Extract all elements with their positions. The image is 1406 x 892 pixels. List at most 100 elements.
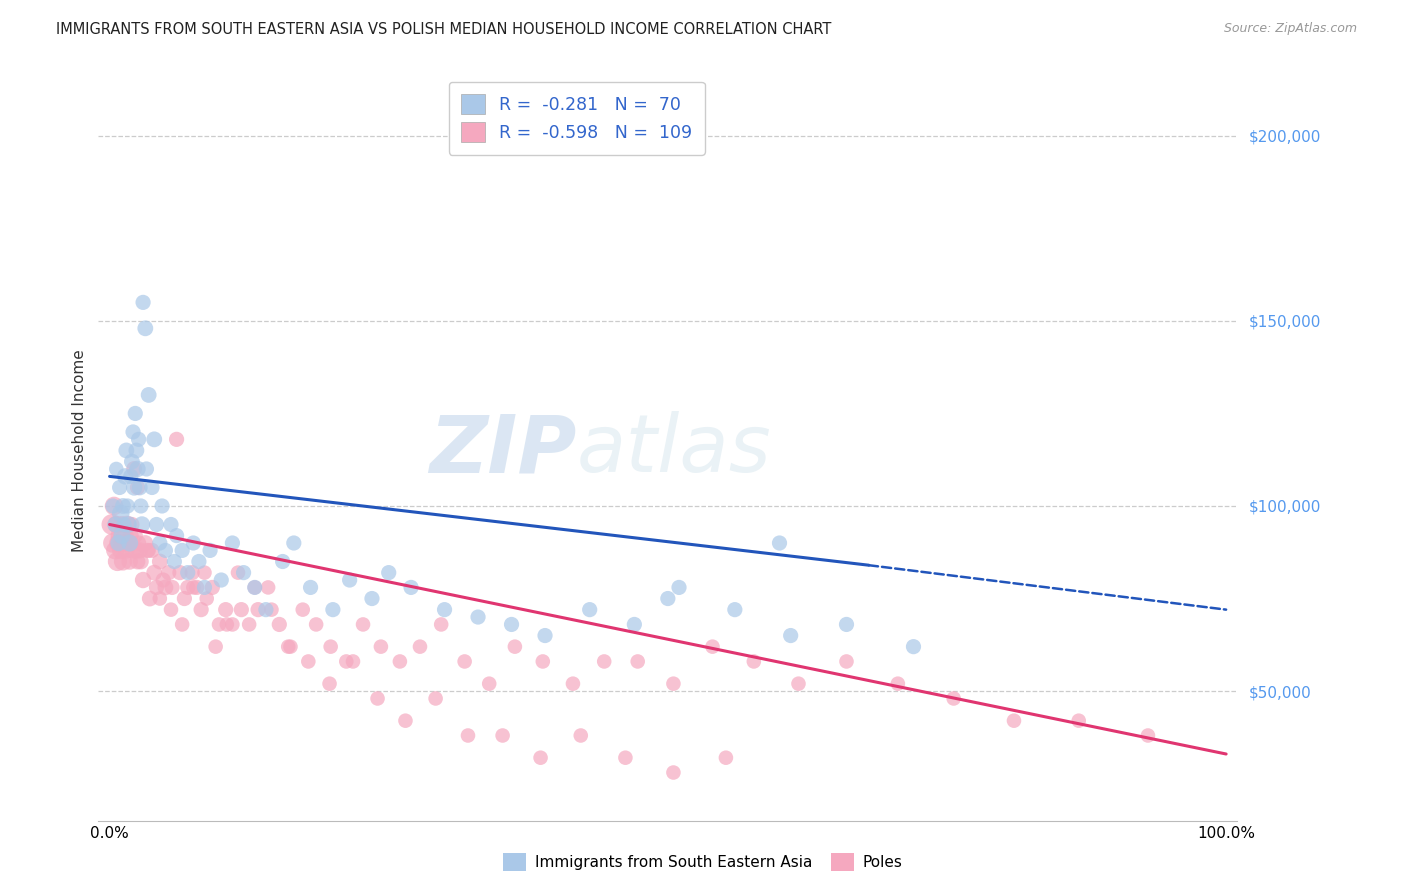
Point	[534, 628, 557, 642]
Point	[361, 591, 384, 606]
Point	[257, 581, 280, 595]
Point	[160, 602, 183, 616]
Point	[277, 640, 299, 654]
Point	[768, 536, 790, 550]
Point	[160, 581, 183, 595]
Point	[127, 462, 149, 476]
Point	[155, 581, 177, 595]
Point	[430, 617, 453, 632]
Point	[118, 536, 141, 550]
Text: atlas: atlas	[576, 411, 772, 490]
Point	[160, 517, 183, 532]
Point	[271, 554, 294, 569]
Point	[110, 543, 132, 558]
Point	[111, 554, 134, 569]
Point	[208, 617, 231, 632]
Point	[186, 581, 208, 595]
Point	[149, 554, 172, 569]
Point	[254, 602, 277, 616]
Point	[201, 581, 224, 595]
Point	[150, 499, 173, 513]
Point	[107, 536, 129, 550]
Point	[111, 528, 134, 542]
Point	[204, 640, 226, 654]
Point	[131, 517, 153, 532]
Point	[209, 573, 232, 587]
Text: ZIP: ZIP	[429, 411, 576, 490]
Point	[457, 729, 479, 743]
Point	[299, 581, 322, 595]
Point	[243, 581, 266, 595]
Point	[118, 554, 141, 569]
Point	[111, 499, 134, 513]
Point	[112, 517, 135, 532]
Point	[215, 617, 238, 632]
Point	[183, 536, 205, 550]
Point	[138, 543, 160, 558]
Point	[101, 536, 124, 550]
Point	[662, 676, 685, 690]
Point	[149, 536, 172, 550]
Point	[104, 517, 127, 532]
Point	[107, 536, 129, 550]
Point	[531, 655, 554, 669]
Point	[129, 554, 152, 569]
Point	[238, 617, 260, 632]
Point	[614, 750, 637, 764]
Point	[166, 528, 188, 542]
Point	[491, 729, 513, 743]
Point	[107, 554, 129, 569]
Point	[117, 517, 139, 532]
Point	[125, 443, 148, 458]
Point	[260, 602, 283, 616]
Point	[128, 536, 150, 550]
Point	[243, 581, 266, 595]
Point	[128, 543, 150, 558]
Point	[166, 433, 188, 447]
Point	[835, 655, 858, 669]
Point	[425, 691, 447, 706]
Point	[297, 655, 319, 669]
Point	[231, 602, 253, 616]
Point	[352, 617, 374, 632]
Point	[111, 517, 134, 532]
Point	[335, 655, 357, 669]
Point	[172, 617, 194, 632]
Point	[136, 543, 159, 558]
Point	[132, 573, 155, 587]
Point	[1067, 714, 1090, 728]
Point	[942, 691, 965, 706]
Point	[247, 602, 270, 616]
Point	[145, 581, 167, 595]
Point	[433, 602, 456, 616]
Point	[779, 628, 801, 642]
Point	[388, 655, 411, 669]
Point	[193, 566, 215, 580]
Point	[714, 750, 737, 764]
Point	[104, 543, 127, 558]
Point	[155, 543, 177, 558]
Point	[124, 528, 146, 542]
Point	[128, 480, 150, 494]
Point	[190, 602, 212, 616]
Y-axis label: Median Household Income: Median Household Income	[72, 349, 87, 552]
Point	[145, 517, 167, 532]
Point	[128, 433, 150, 447]
Point	[399, 581, 422, 595]
Point	[115, 443, 138, 458]
Point	[121, 454, 143, 468]
Point	[578, 602, 600, 616]
Point	[134, 321, 156, 335]
Point	[322, 602, 344, 616]
Point	[122, 543, 145, 558]
Point	[135, 462, 157, 476]
Point	[173, 591, 195, 606]
Point	[115, 543, 138, 558]
Point	[561, 676, 585, 690]
Point	[177, 566, 200, 580]
Point	[122, 480, 145, 494]
Point	[467, 610, 489, 624]
Point	[125, 543, 148, 558]
Point	[657, 591, 679, 606]
Point	[305, 617, 328, 632]
